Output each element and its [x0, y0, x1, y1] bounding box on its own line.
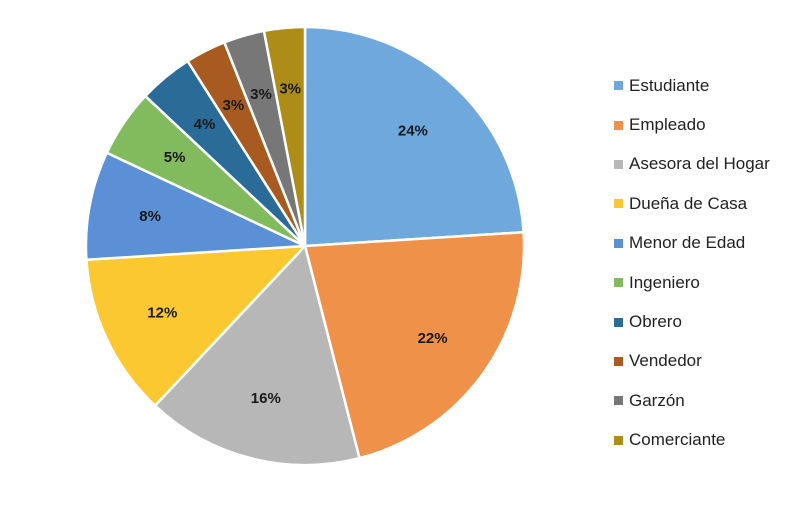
legend-item-ingeniero: Ingeniero — [614, 263, 770, 302]
data-label-asesora-del-hogar: 16% — [251, 390, 281, 407]
legend-label: Obrero — [629, 312, 682, 332]
legend-item-obrero: Obrero — [614, 302, 770, 341]
legend-item-menor-de-edad: Menor de Edad — [614, 224, 770, 263]
legend-label: Ingeniero — [629, 272, 700, 292]
legend-item-asesora-del-hogar: Asesora del Hogar — [614, 145, 770, 184]
legend-label: Estudiante — [629, 75, 710, 95]
legend-swatch — [614, 199, 623, 209]
data-label-duena-de-casa: 12% — [147, 305, 177, 322]
pie-slice-menor-de-edad — [84, 151, 307, 261]
legend-label: Empleado — [629, 115, 706, 135]
legend-item-garzon: Garzón — [614, 381, 770, 420]
data-label-ingeniero: 5% — [164, 149, 186, 166]
legend-item-comerciante: Comerciante — [614, 421, 770, 460]
legend-item-vendedor: Vendedor — [614, 342, 770, 381]
data-label-vendedor: 3% — [223, 97, 245, 114]
data-label-menor-de-edad: 8% — [139, 208, 161, 225]
data-label-obrero: 4% — [194, 116, 216, 133]
pie-slice-asesora-del-hogar — [153, 244, 361, 467]
legend-swatch — [614, 81, 623, 91]
legend-label: Asesora del Hogar — [629, 154, 770, 174]
pie-slice-empleado — [303, 231, 526, 460]
data-label-comerciante: 3% — [279, 81, 301, 98]
data-label-estudiante: 24% — [398, 123, 428, 140]
legend-swatch — [614, 278, 623, 288]
legend-swatch — [614, 317, 623, 327]
legend-label: Comerciante — [629, 430, 726, 450]
legend-swatch — [614, 120, 623, 130]
legend-item-estudiante: Estudiante — [614, 66, 770, 105]
legend-label: Dueña de Casa — [629, 193, 748, 213]
legend-item-empleado: Empleado — [614, 105, 770, 144]
legend-label: Vendedor — [629, 351, 702, 371]
data-label-empleado: 22% — [418, 330, 448, 347]
pie-slices — [84, 25, 526, 467]
pie-slice-comerciante — [262, 25, 307, 248]
legend-swatch — [614, 435, 623, 445]
pie-data-labels: 24% 22% 16% 12% 8% 5% 4% 3% 3% 3% — [139, 81, 447, 408]
data-label-garzon: 3% — [250, 86, 272, 103]
legend-item-duena-de-casa: Dueña de Casa — [614, 184, 770, 223]
legend-swatch — [614, 396, 623, 406]
legend-swatch — [614, 159, 623, 169]
pie-slice-duena-de-casa — [85, 244, 307, 407]
legend-label: Garzón — [629, 390, 685, 410]
pie-slice-estudiante — [303, 25, 525, 248]
chart-legend: Estudiante Empleado Asesora del Hogar Dueña… — [614, 66, 770, 460]
legend-swatch — [614, 356, 623, 366]
legend-swatch — [614, 238, 623, 248]
legend-label: Menor de Edad — [629, 233, 746, 253]
